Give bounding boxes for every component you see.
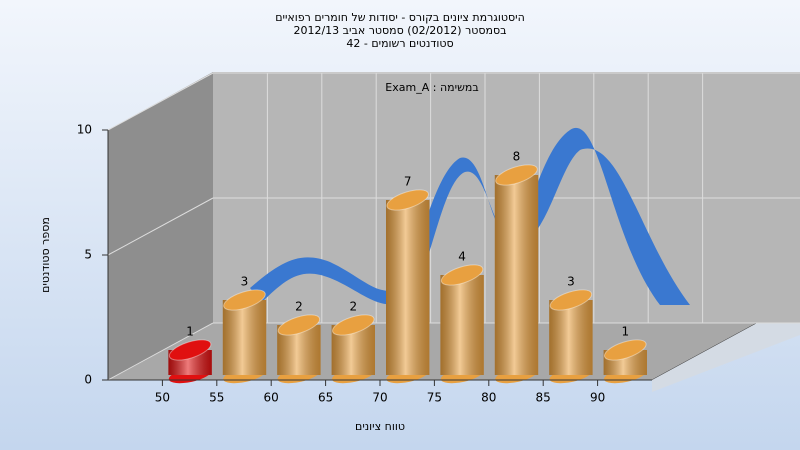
bar-top xyxy=(223,289,266,311)
x-tick-label: 80 xyxy=(481,391,496,405)
grid-line xyxy=(107,197,214,256)
grid-line xyxy=(107,72,214,131)
x-tick-label: 65 xyxy=(318,391,333,405)
bar-shade xyxy=(494,175,539,375)
bar-shade xyxy=(386,200,430,375)
data-label: 1 xyxy=(186,325,194,339)
bar-top xyxy=(440,264,484,286)
x-axis-label: טווח ציונים xyxy=(355,420,405,433)
bar-top xyxy=(332,314,375,336)
bars: 1 3 2 2 7 4 8 3 1 xyxy=(168,150,647,384)
data-label: 7 xyxy=(404,175,412,189)
y-tick-label: 5 xyxy=(84,248,92,262)
bar-shade xyxy=(440,275,484,375)
y-tick-label: 10 xyxy=(77,123,92,137)
x-tick-label: 90 xyxy=(590,391,605,405)
chart-subtitle: סטודנטים רשומים - 42 xyxy=(346,37,453,50)
x-tick-label: 55 xyxy=(209,391,224,405)
data-label: 3 xyxy=(567,275,575,289)
data-label: 2 xyxy=(295,300,303,314)
y-tick-label: 0 xyxy=(84,373,92,387)
annotation: במשימה : Exam_A xyxy=(385,81,478,94)
x-tick-label: 50 xyxy=(155,391,170,405)
data-label: 3 xyxy=(241,275,249,289)
data-label: 2 xyxy=(349,300,357,314)
bar-top xyxy=(168,339,212,361)
x-tick-label: 85 xyxy=(536,391,551,405)
data-label: 4 xyxy=(458,250,466,264)
bar-top xyxy=(386,189,429,211)
bar-shade xyxy=(222,300,267,375)
chart-title: היסטוגרמת ציונים בקורס - יסודות של חומרי… xyxy=(275,11,525,24)
bar-top xyxy=(495,164,538,186)
bar-top xyxy=(604,339,647,361)
bar-top xyxy=(549,289,593,311)
bar-shade xyxy=(549,300,593,375)
data-label: 1 xyxy=(621,325,629,339)
x-tick-label: 75 xyxy=(427,391,442,405)
distribution-ribbon xyxy=(250,127,690,305)
floor-edge xyxy=(652,323,800,392)
x-tick-label: 70 xyxy=(372,391,387,405)
data-label: 8 xyxy=(513,150,521,164)
y-axis-label: מספר סטודנטים xyxy=(39,217,52,293)
chart-subtitle: בסמסטר (02/2012) סמסטר אביב 2012/13 xyxy=(293,24,506,37)
grid-line xyxy=(107,322,214,381)
bar-top xyxy=(277,314,321,336)
x-tick-label: 60 xyxy=(264,391,279,405)
